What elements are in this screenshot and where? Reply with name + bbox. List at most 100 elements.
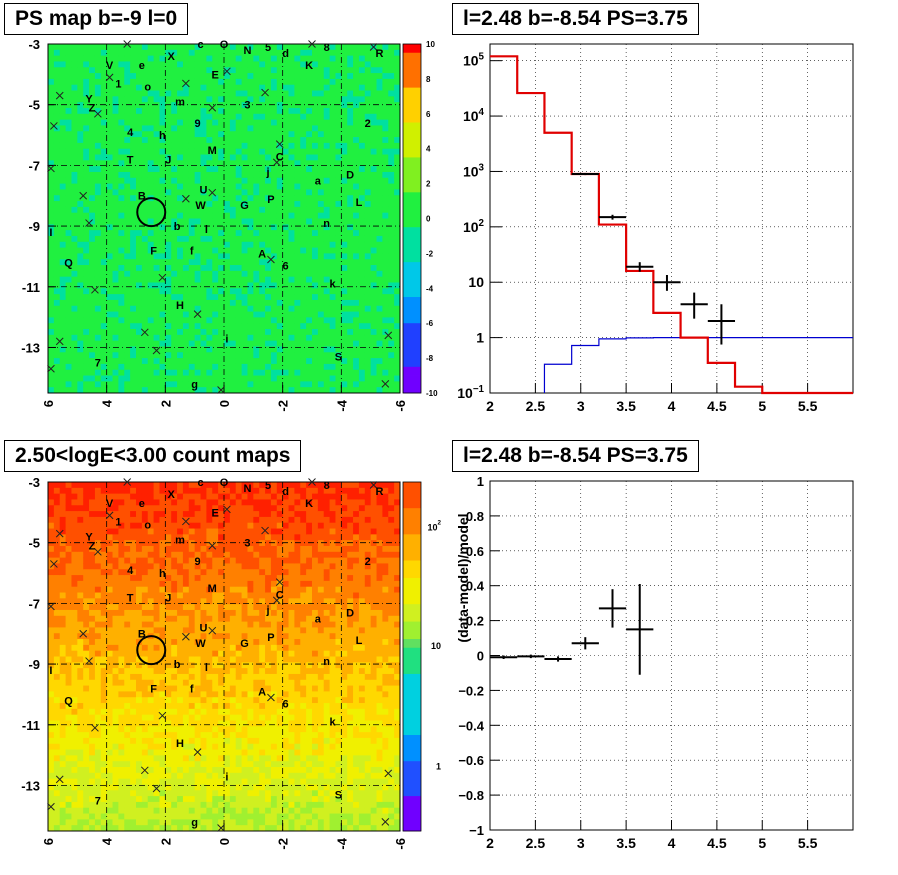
heatmap-cell (77, 575, 84, 582)
heatmap-cell (288, 282, 295, 289)
heatmap-cell (59, 148, 66, 155)
heatmap-cell (358, 317, 366, 324)
heatmap-cell (171, 265, 178, 272)
heatmap-cell (89, 276, 96, 283)
heatmap-cell (288, 107, 295, 115)
heatmap-cell (77, 563, 84, 570)
heatmap-cell (153, 575, 160, 582)
heatmap-cell (241, 78, 248, 86)
heatmap-cell (65, 224, 72, 231)
heatmap-cell (48, 329, 55, 336)
heatmap-cell (200, 329, 207, 336)
heatmap-cell (83, 363, 90, 371)
heatmap-cell (341, 142, 348, 150)
heatmap-cell (89, 171, 96, 179)
heatmap-cell (329, 288, 336, 295)
heatmap-cell (100, 369, 108, 376)
heatmap-cell (118, 44, 125, 51)
heatmap-cell (200, 195, 207, 202)
heatmap-cell (94, 691, 102, 698)
heatmap-cell (141, 732, 149, 739)
heatmap-cell (147, 813, 154, 820)
heatmap-cell (141, 487, 149, 495)
heatmap-cell (323, 259, 330, 266)
heatmap-cell (141, 381, 149, 388)
heatmap-cell (388, 73, 395, 80)
heatmap-cell (147, 67, 154, 74)
heatmap-cell (83, 358, 90, 365)
heatmap-cell (83, 516, 90, 524)
heatmap-cell (141, 522, 149, 529)
heatmap-cell (265, 346, 272, 353)
heatmap-cell (136, 557, 143, 564)
heatmap-cell (306, 119, 313, 126)
heatmap-cell (159, 61, 166, 68)
heatmap-cell (276, 387, 284, 394)
heatmap-cell (124, 761, 131, 768)
heatmap-cell (194, 137, 201, 144)
heatmap-cell (48, 288, 55, 295)
heatmap-cell (159, 668, 166, 675)
heatmap-cell (153, 218, 160, 225)
heatmap-cell (182, 265, 190, 272)
heatmap-cell (294, 346, 301, 353)
heatmap-cell (130, 137, 137, 144)
heatmap-cell (124, 778, 131, 785)
source-cross-marker (182, 194, 190, 203)
heatmap-cell (48, 154, 55, 161)
heatmap-cell (312, 107, 319, 115)
source-label: N (243, 45, 251, 57)
heatmap-cell (77, 796, 84, 803)
heatmap-cell (259, 276, 266, 283)
heatmap-cell (253, 131, 260, 138)
heatmap-cell (83, 49, 90, 57)
heatmap-cell (276, 73, 284, 80)
heatmap-cell (200, 363, 207, 371)
heatmap-cell (247, 125, 254, 132)
heatmap-cell (317, 253, 325, 260)
heatmap-cell (241, 323, 248, 330)
heatmap-cell (83, 107, 90, 115)
heatmap-cell (147, 177, 154, 184)
heatmap-cell (358, 230, 366, 237)
heatmap-cell (106, 218, 113, 225)
heatmap-cell (218, 317, 225, 324)
heatmap-cell (59, 639, 66, 646)
heatmap-cell (153, 609, 160, 617)
heatmap-cell (147, 639, 154, 646)
heatmap-cell (124, 592, 131, 599)
heatmap-cell (106, 743, 113, 750)
heatmap-cell (165, 586, 172, 593)
heatmap-cell (147, 369, 154, 376)
heatmap-cell (312, 311, 319, 318)
source-label: 9 (195, 118, 201, 130)
heatmap-cell (259, 265, 266, 272)
heatmap-cell (48, 697, 55, 704)
heatmap-cell (347, 142, 354, 150)
heatmap-cell (253, 282, 260, 289)
heatmap-cell (65, 375, 72, 382)
heatmap-cell (188, 206, 196, 214)
heatmap-cell (265, 294, 272, 301)
heatmap-cell (159, 195, 166, 202)
heatmap-cell (253, 166, 260, 173)
heatmap-cell (106, 363, 113, 371)
heatmap-cell (265, 288, 272, 295)
heatmap-cell (212, 49, 219, 57)
heatmap-cell (65, 171, 72, 179)
heatmap-cell (77, 784, 84, 791)
heatmap-cell (94, 557, 102, 564)
heatmap-cell (165, 311, 172, 318)
heatmap-cell (306, 224, 313, 231)
heatmap-cell (388, 131, 395, 138)
colorbar-segment (403, 192, 421, 202)
heatmap-cell (106, 282, 113, 289)
heatmap-cell (323, 137, 330, 144)
heatmap-cell (247, 381, 254, 388)
heatmap-cell (323, 201, 330, 208)
heatmap-cell (312, 183, 319, 190)
heatmap-cell (153, 685, 160, 692)
heatmap-cell (312, 177, 319, 184)
heatmap-cell (353, 247, 360, 254)
heatmap-cell (94, 96, 102, 103)
